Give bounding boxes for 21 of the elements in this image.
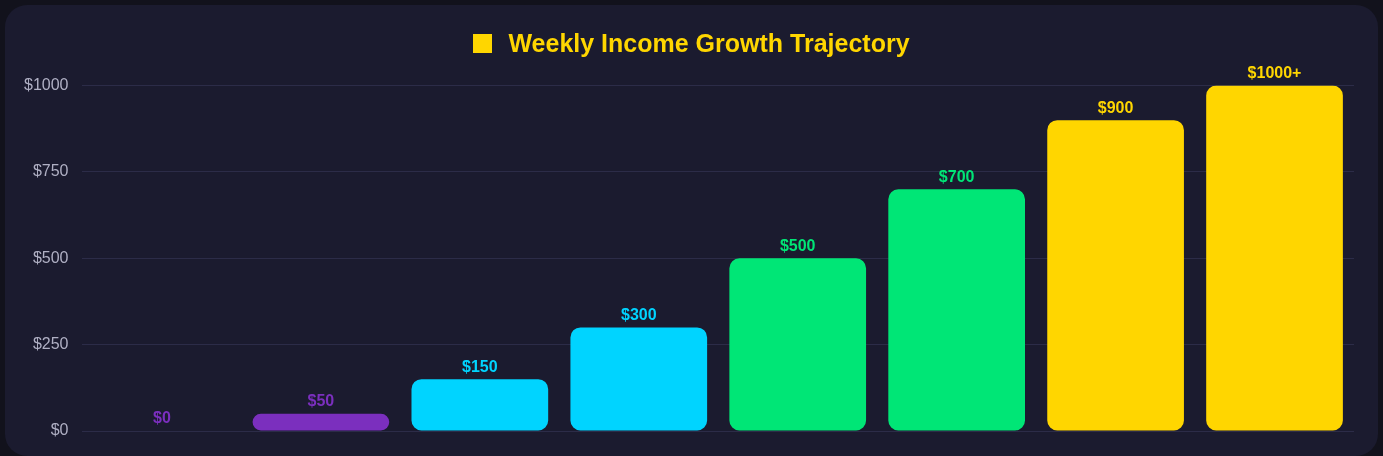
data-label: $500 [779, 236, 816, 254]
data-label: $150 [462, 357, 498, 375]
bar [570, 327, 708, 431]
chart-title: Weekly Income Growth Trajectory [508, 29, 910, 57]
y-tick-label: $750 [32, 162, 69, 180]
data-label: $900 [1097, 98, 1134, 116]
bar [1047, 120, 1184, 431]
data-label: $0 [153, 409, 171, 427]
data-label: $50 [307, 392, 335, 410]
y-tick-label: $1000 [23, 76, 69, 94]
bar [888, 189, 1025, 431]
y-tick-label: $250 [32, 335, 69, 353]
bar [252, 413, 390, 431]
bar [1206, 85, 1343, 431]
y-tick-label: $0 [50, 421, 69, 439]
bar [729, 258, 867, 431]
bar [411, 379, 549, 431]
y-tick-label: $500 [32, 248, 69, 266]
data-label: $300 [620, 305, 657, 323]
data-label: $1000+ [1247, 64, 1302, 82]
data-label: $700 [938, 167, 975, 185]
